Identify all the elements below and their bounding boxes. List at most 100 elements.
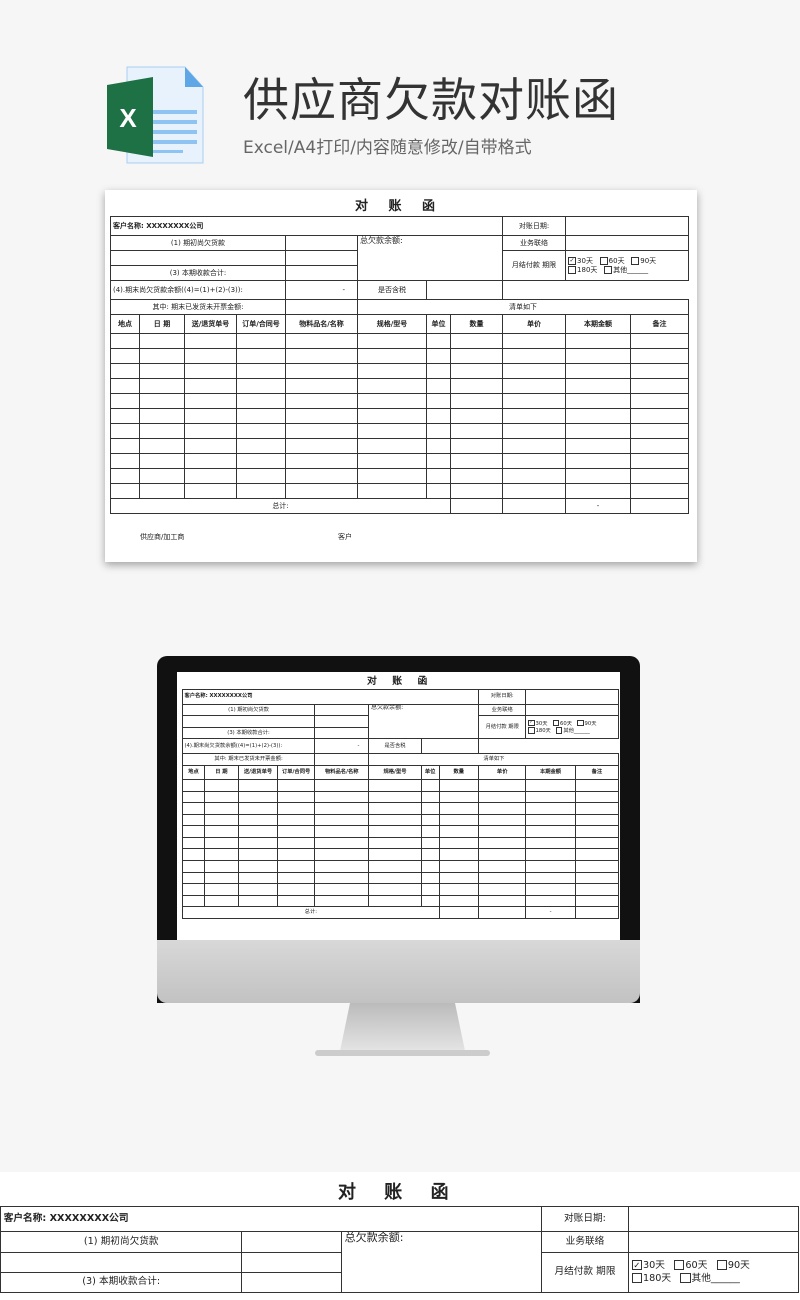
option-30[interactable]: ✓ 30天 [568,256,593,265]
table-cell[interactable] [314,848,370,861]
table-cell[interactable] [630,348,690,364]
table-cell[interactable] [426,423,451,439]
table-cell[interactable] [314,802,370,815]
table-cell[interactable] [420,871,440,885]
table-cell[interactable] [502,363,567,379]
table-cell[interactable] [630,363,690,379]
table-cell[interactable] [502,423,567,439]
table-cell[interactable] [237,883,279,896]
date-field[interactable] [525,689,620,705]
table-cell[interactable] [139,438,185,454]
table-cell[interactable] [277,848,316,861]
checkbox-checked-icon[interactable]: ✓ [631,1259,642,1271]
table-cell[interactable] [277,871,316,885]
table-cell[interactable] [237,894,279,908]
table-cell[interactable] [426,438,451,454]
table-cell[interactable] [184,453,237,469]
table-cell[interactable] [182,802,205,815]
table-cell[interactable] [110,468,140,484]
table-cell[interactable] [565,378,632,394]
table-cell[interactable] [449,348,504,364]
table-cell[interactable] [237,779,279,792]
table-cell[interactable] [236,393,286,409]
table-cell[interactable] [420,813,440,827]
table-cell[interactable] [574,813,620,827]
table-cell[interactable] [139,333,185,349]
table-cell[interactable] [502,333,567,349]
option-other[interactable]: 其他______ [604,265,648,274]
table-cell[interactable] [236,333,286,349]
checkbox-icon[interactable] [552,719,560,727]
table-cell[interactable] [449,468,504,484]
table-cell[interactable] [203,836,239,850]
table-cell[interactable] [368,779,422,792]
table-cell[interactable] [574,836,620,850]
table-cell[interactable] [525,779,576,792]
table-cell[interactable] [438,871,479,885]
table-cell[interactable] [182,790,205,804]
table-cell[interactable] [236,408,286,424]
table-cell[interactable] [368,860,422,873]
checkbox-icon[interactable] [527,727,535,734]
table-cell[interactable] [368,883,422,896]
table-cell[interactable] [368,894,422,908]
table-cell[interactable] [184,393,237,409]
table-cell[interactable] [574,779,620,792]
table-cell[interactable] [285,483,358,499]
received-value[interactable] [285,265,358,281]
table-cell[interactable] [438,883,479,896]
table-cell[interactable] [477,779,527,792]
table-cell[interactable] [477,790,527,804]
table-cell[interactable] [565,393,632,409]
table-cell[interactable] [368,813,422,827]
table-cell[interactable] [203,848,239,861]
table-cell[interactable] [314,813,370,827]
table-cell[interactable] [236,423,286,439]
table-cell[interactable] [449,483,504,499]
table-cell[interactable] [449,378,504,394]
table-cell[interactable] [203,860,239,873]
table-cell[interactable] [236,468,286,484]
table-cell[interactable] [574,802,620,815]
table-cell[interactable] [420,848,440,861]
table-cell[interactable] [525,860,576,873]
table-cell[interactable] [277,883,316,896]
table-cell[interactable] [574,860,620,873]
table-cell[interactable] [285,408,358,424]
opening-value[interactable] [285,235,358,251]
table-cell[interactable] [420,779,440,792]
checkbox-icon[interactable] [568,265,577,274]
table-cell[interactable] [368,825,422,838]
table-cell[interactable] [314,871,370,885]
uninvoiced-value[interactable] [314,752,370,766]
option-90[interactable]: 90天 [716,1259,750,1271]
table-cell[interactable] [236,453,286,469]
option-60[interactable]: 60天 [552,719,572,727]
table-cell[interactable] [449,438,504,454]
tax-field[interactable] [420,738,479,754]
table-cell[interactable] [426,453,451,469]
table-cell[interactable] [525,813,576,827]
table-cell[interactable] [502,438,567,454]
table-cell[interactable] [314,825,370,838]
table-cell[interactable] [368,836,422,850]
table-cell[interactable] [139,453,185,469]
table-cell[interactable] [357,393,427,409]
contact-field[interactable] [565,235,690,251]
table-cell[interactable] [368,790,422,804]
table-cell[interactable] [357,363,427,379]
table-cell[interactable] [314,779,370,792]
checkbox-checked-icon[interactable]: ✓ [568,256,577,265]
table-cell[interactable] [525,802,576,815]
table-cell[interactable] [277,836,316,850]
table-cell[interactable] [426,378,451,394]
table-cell[interactable] [368,848,422,861]
table-cell[interactable] [574,848,620,861]
table-cell[interactable] [182,848,205,861]
table-cell[interactable] [357,408,427,424]
table-cell[interactable] [110,393,140,409]
option-30[interactable]: ✓ 30天 [527,719,547,727]
table-cell[interactable] [285,453,358,469]
table-cell[interactable] [110,378,140,394]
table-cell[interactable] [182,779,205,792]
